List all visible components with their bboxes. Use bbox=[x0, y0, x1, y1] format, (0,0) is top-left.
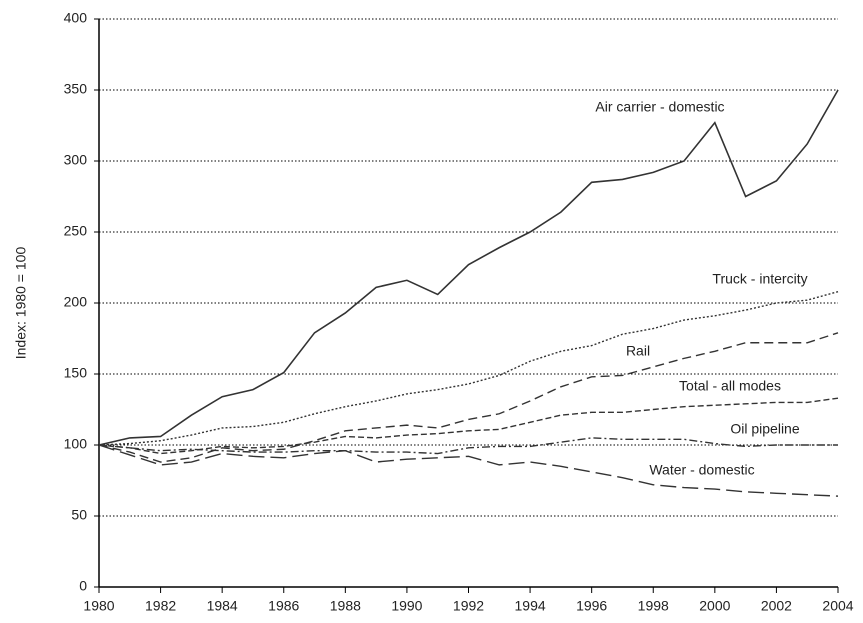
series-label: Rail bbox=[626, 343, 650, 359]
x-tick-label: 1992 bbox=[453, 598, 484, 614]
x-tick-label: 1988 bbox=[330, 598, 361, 614]
series-line bbox=[98, 332, 839, 463]
series-label: Air carrier - domestic bbox=[595, 99, 724, 115]
y-tick-label: 150 bbox=[64, 365, 88, 381]
x-tick-label: 2004 bbox=[822, 598, 853, 614]
x-tick-label: 1990 bbox=[391, 598, 422, 614]
series-label: Truck - intercity bbox=[712, 271, 807, 287]
series-line bbox=[98, 290, 839, 446]
series-line bbox=[98, 397, 839, 455]
y-tick-label: 300 bbox=[64, 152, 88, 168]
series-label: Oil pipeline bbox=[730, 421, 799, 437]
x-tick-label: 1996 bbox=[576, 598, 607, 614]
y-axis-title: Index: 1980 = 100 bbox=[13, 247, 29, 360]
x-tick-label: 1984 bbox=[207, 598, 238, 614]
y-tick-label: 400 bbox=[64, 10, 88, 26]
y-tick-label: 0 bbox=[79, 578, 87, 594]
series-line bbox=[98, 444, 839, 497]
y-tick-label: 350 bbox=[64, 81, 88, 97]
x-tick-label: 2002 bbox=[761, 598, 792, 614]
x-tick-label: 1986 bbox=[268, 598, 299, 614]
series-label: Total - all modes bbox=[679, 378, 781, 394]
y-tick-label: 250 bbox=[64, 223, 88, 239]
series-label: Water - domestic bbox=[649, 462, 754, 478]
x-tick-label: 1998 bbox=[638, 598, 669, 614]
y-tick-label: 50 bbox=[71, 507, 87, 523]
x-tick-label: 1994 bbox=[515, 598, 546, 614]
x-tick-label: 1982 bbox=[145, 598, 176, 614]
x-tick-label: 1980 bbox=[83, 598, 114, 614]
series-line bbox=[98, 437, 838, 455]
y-tick-label: 200 bbox=[64, 294, 88, 310]
x-tick-label: 2000 bbox=[699, 598, 730, 614]
series-line bbox=[98, 89, 839, 446]
y-tick-label: 100 bbox=[64, 436, 88, 452]
